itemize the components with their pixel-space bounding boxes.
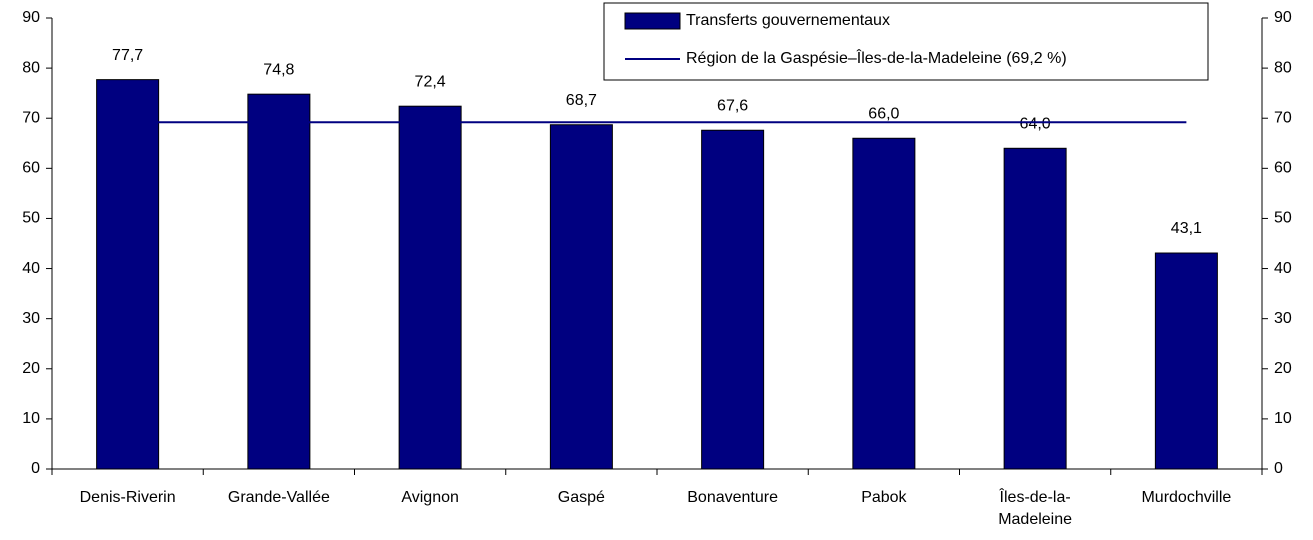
- y-tick-label: 0: [31, 460, 40, 477]
- y2-tick-label: 30: [1274, 310, 1292, 327]
- data-label: 72,4: [415, 73, 446, 90]
- y-tick-label: 80: [22, 59, 40, 76]
- data-label: 77,7: [112, 47, 143, 64]
- y-tick-label: 20: [22, 360, 40, 377]
- legend-label: Région de la Gaspésie–Îles-de-la-Madelei…: [686, 48, 1067, 67]
- x-tick-label: Gaspé: [557, 489, 605, 506]
- x-tick-label: Avignon: [401, 489, 459, 506]
- y2-tick-label: 10: [1274, 410, 1292, 427]
- data-label: 64,0: [1020, 116, 1051, 133]
- data-label: 66,0: [868, 105, 899, 122]
- data-label: 68,7: [566, 92, 597, 109]
- y2-tick-label: 50: [1274, 210, 1292, 227]
- data-label: 43,1: [1171, 220, 1202, 237]
- y2-tick-label: 70: [1274, 109, 1292, 126]
- bar: [549, 124, 613, 470]
- y2-tick-label: 20: [1274, 360, 1292, 377]
- y-tick-label: 40: [22, 260, 40, 277]
- bar: [701, 129, 765, 470]
- data-label: 74,8: [263, 61, 294, 78]
- y-tick-label: 90: [22, 9, 40, 26]
- bar: [247, 93, 311, 470]
- y-tick-label: 10: [22, 410, 40, 427]
- x-tick-label: Bonaventure: [687, 489, 778, 506]
- bar: [398, 105, 462, 470]
- bar: [1154, 252, 1218, 470]
- y2-tick-label: 60: [1274, 160, 1292, 177]
- x-tick-label: Pabok: [861, 489, 907, 506]
- x-tick-label: Denis-Riverin: [79, 489, 176, 506]
- legend-label: Transferts gouvernementaux: [686, 12, 890, 29]
- y2-tick-label: 80: [1274, 59, 1292, 76]
- y2-tick-label: 90: [1274, 9, 1292, 26]
- legend-swatch: [624, 12, 681, 30]
- bar: [96, 79, 160, 470]
- y2-tick-label: 40: [1274, 260, 1292, 277]
- y2-tick-label: 0: [1274, 460, 1283, 477]
- y-tick-label: 50: [22, 210, 40, 227]
- bar: [1003, 147, 1067, 470]
- y-tick-label: 70: [22, 109, 40, 126]
- legend-box: [603, 2, 1209, 81]
- x-tick-label: Grande-Vallée: [227, 489, 330, 506]
- y-tick-label: 30: [22, 310, 40, 327]
- x-tick-label: Murdochville: [1141, 489, 1232, 506]
- x-tick-label: Îles-de-la-Madeleine: [998, 489, 1073, 528]
- data-label: 67,6: [717, 97, 748, 114]
- y-tick-label: 60: [22, 160, 40, 177]
- bar: [852, 137, 916, 470]
